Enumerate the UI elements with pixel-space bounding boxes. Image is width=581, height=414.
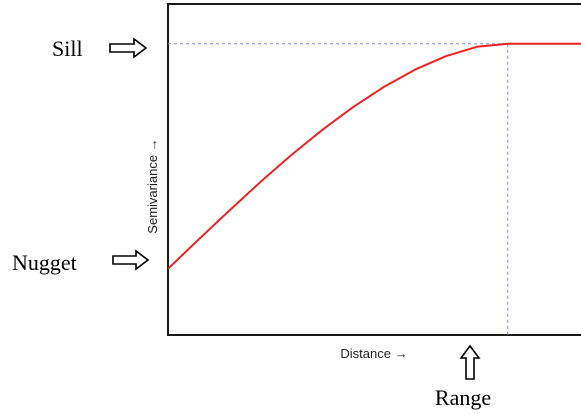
- reference-lines: [168, 43, 509, 335]
- y-axis-label: Semivariance →: [145, 138, 160, 233]
- plot-frame: [167, 3, 581, 336]
- range-label: Range: [435, 385, 491, 410]
- sill-label: Sill: [52, 36, 83, 61]
- nugget-label: Nugget: [12, 250, 77, 275]
- range-arrow-icon: [459, 344, 481, 380]
- x-axis-label: Distance →: [340, 346, 407, 361]
- series-line-0: [167, 42, 581, 270]
- nugget-arrow-icon: [112, 249, 150, 271]
- series-group: [167, 42, 581, 270]
- sill-arrow-icon: [109, 37, 148, 59]
